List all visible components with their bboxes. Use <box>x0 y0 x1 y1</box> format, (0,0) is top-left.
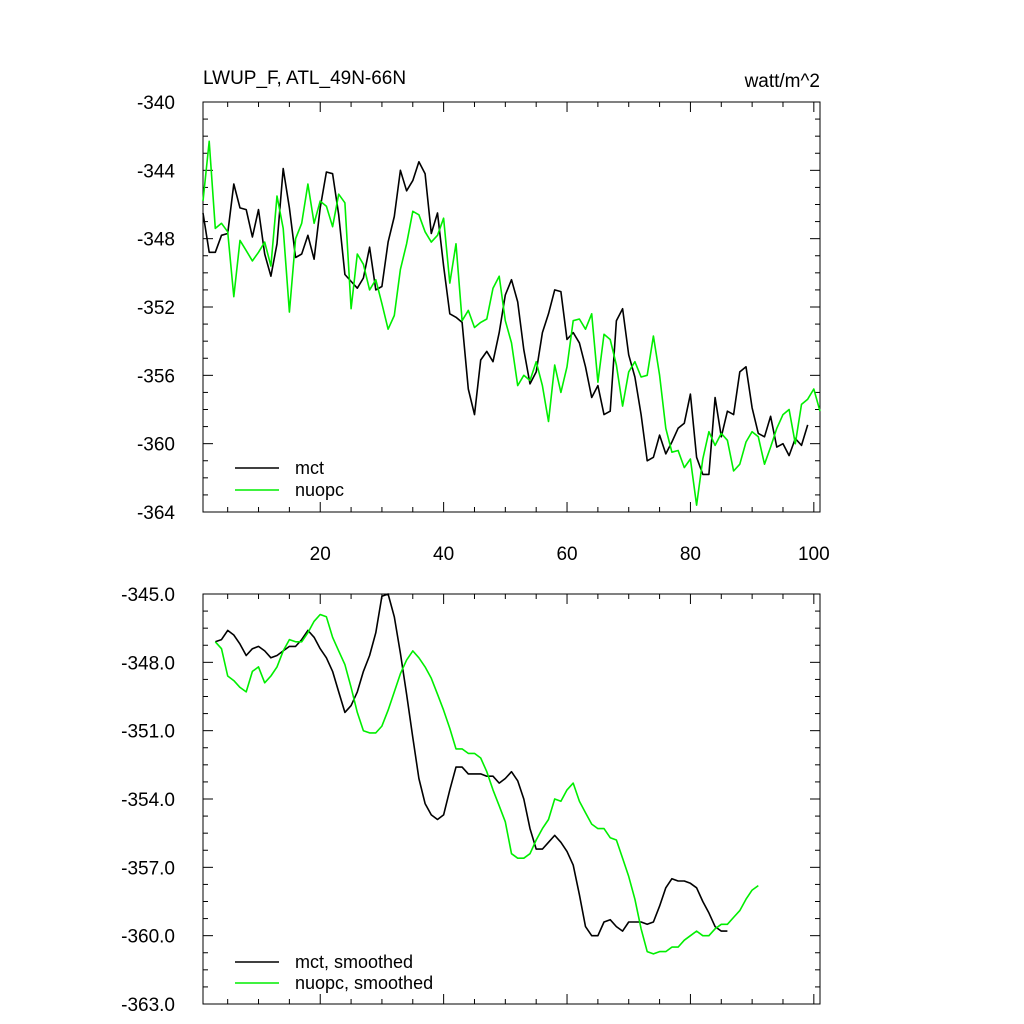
units-label: watt/m^2 <box>744 71 820 92</box>
series-line-nuopc <box>214 613 759 955</box>
series-line-nuopc <box>202 140 821 507</box>
y-tick-label: -360 <box>137 435 175 456</box>
y-tick-label: -357.0 <box>121 858 175 879</box>
x-tick-label: 40 <box>433 544 454 565</box>
y-tick-label: -345.0 <box>121 585 175 606</box>
x-tick-label: 100 <box>798 544 830 565</box>
bottom-chart-panel: -345.0 -348.0 -351.0 -354.0 -357.0 -360.0 -363… <box>121 585 821 1016</box>
y-tick-label: -348.0 <box>121 653 175 674</box>
series-line-mct <box>202 161 809 476</box>
y-tick-label: -360.0 <box>121 927 175 948</box>
y-tick-label: -363.0 <box>121 995 175 1016</box>
y-tick-label: -364 <box>137 503 175 524</box>
y-tick-label: -348 <box>137 230 175 251</box>
series-line-mct <box>215 593 728 937</box>
x-tick-label: 60 <box>556 544 577 565</box>
legend-label: mct, smoothed <box>295 952 413 972</box>
legend-label: nuopc <box>295 480 344 500</box>
plot-frame <box>202 101 821 513</box>
chart-title: LWUP_F, ATL_49N-66N <box>203 68 406 89</box>
legend-label: mct <box>295 458 324 478</box>
y-tick-label: -340 <box>137 93 175 114</box>
y-tick-label: -351.0 <box>121 722 175 743</box>
y-tick-label: -354.0 <box>121 790 175 811</box>
x-tick-label: 20 <box>310 544 331 565</box>
x-tick-label: 80 <box>680 544 701 565</box>
plot-frame <box>202 593 821 1005</box>
y-tick-label: -356 <box>137 366 175 387</box>
y-tick-label: -352 <box>137 298 175 319</box>
y-tick-label: -344 <box>137 161 175 182</box>
top-chart-panel: LWUP_F, ATL_49N-66N watt/m^2 20 40 60 80 100… <box>137 68 830 565</box>
legend-label: nuopc, smoothed <box>295 973 433 993</box>
